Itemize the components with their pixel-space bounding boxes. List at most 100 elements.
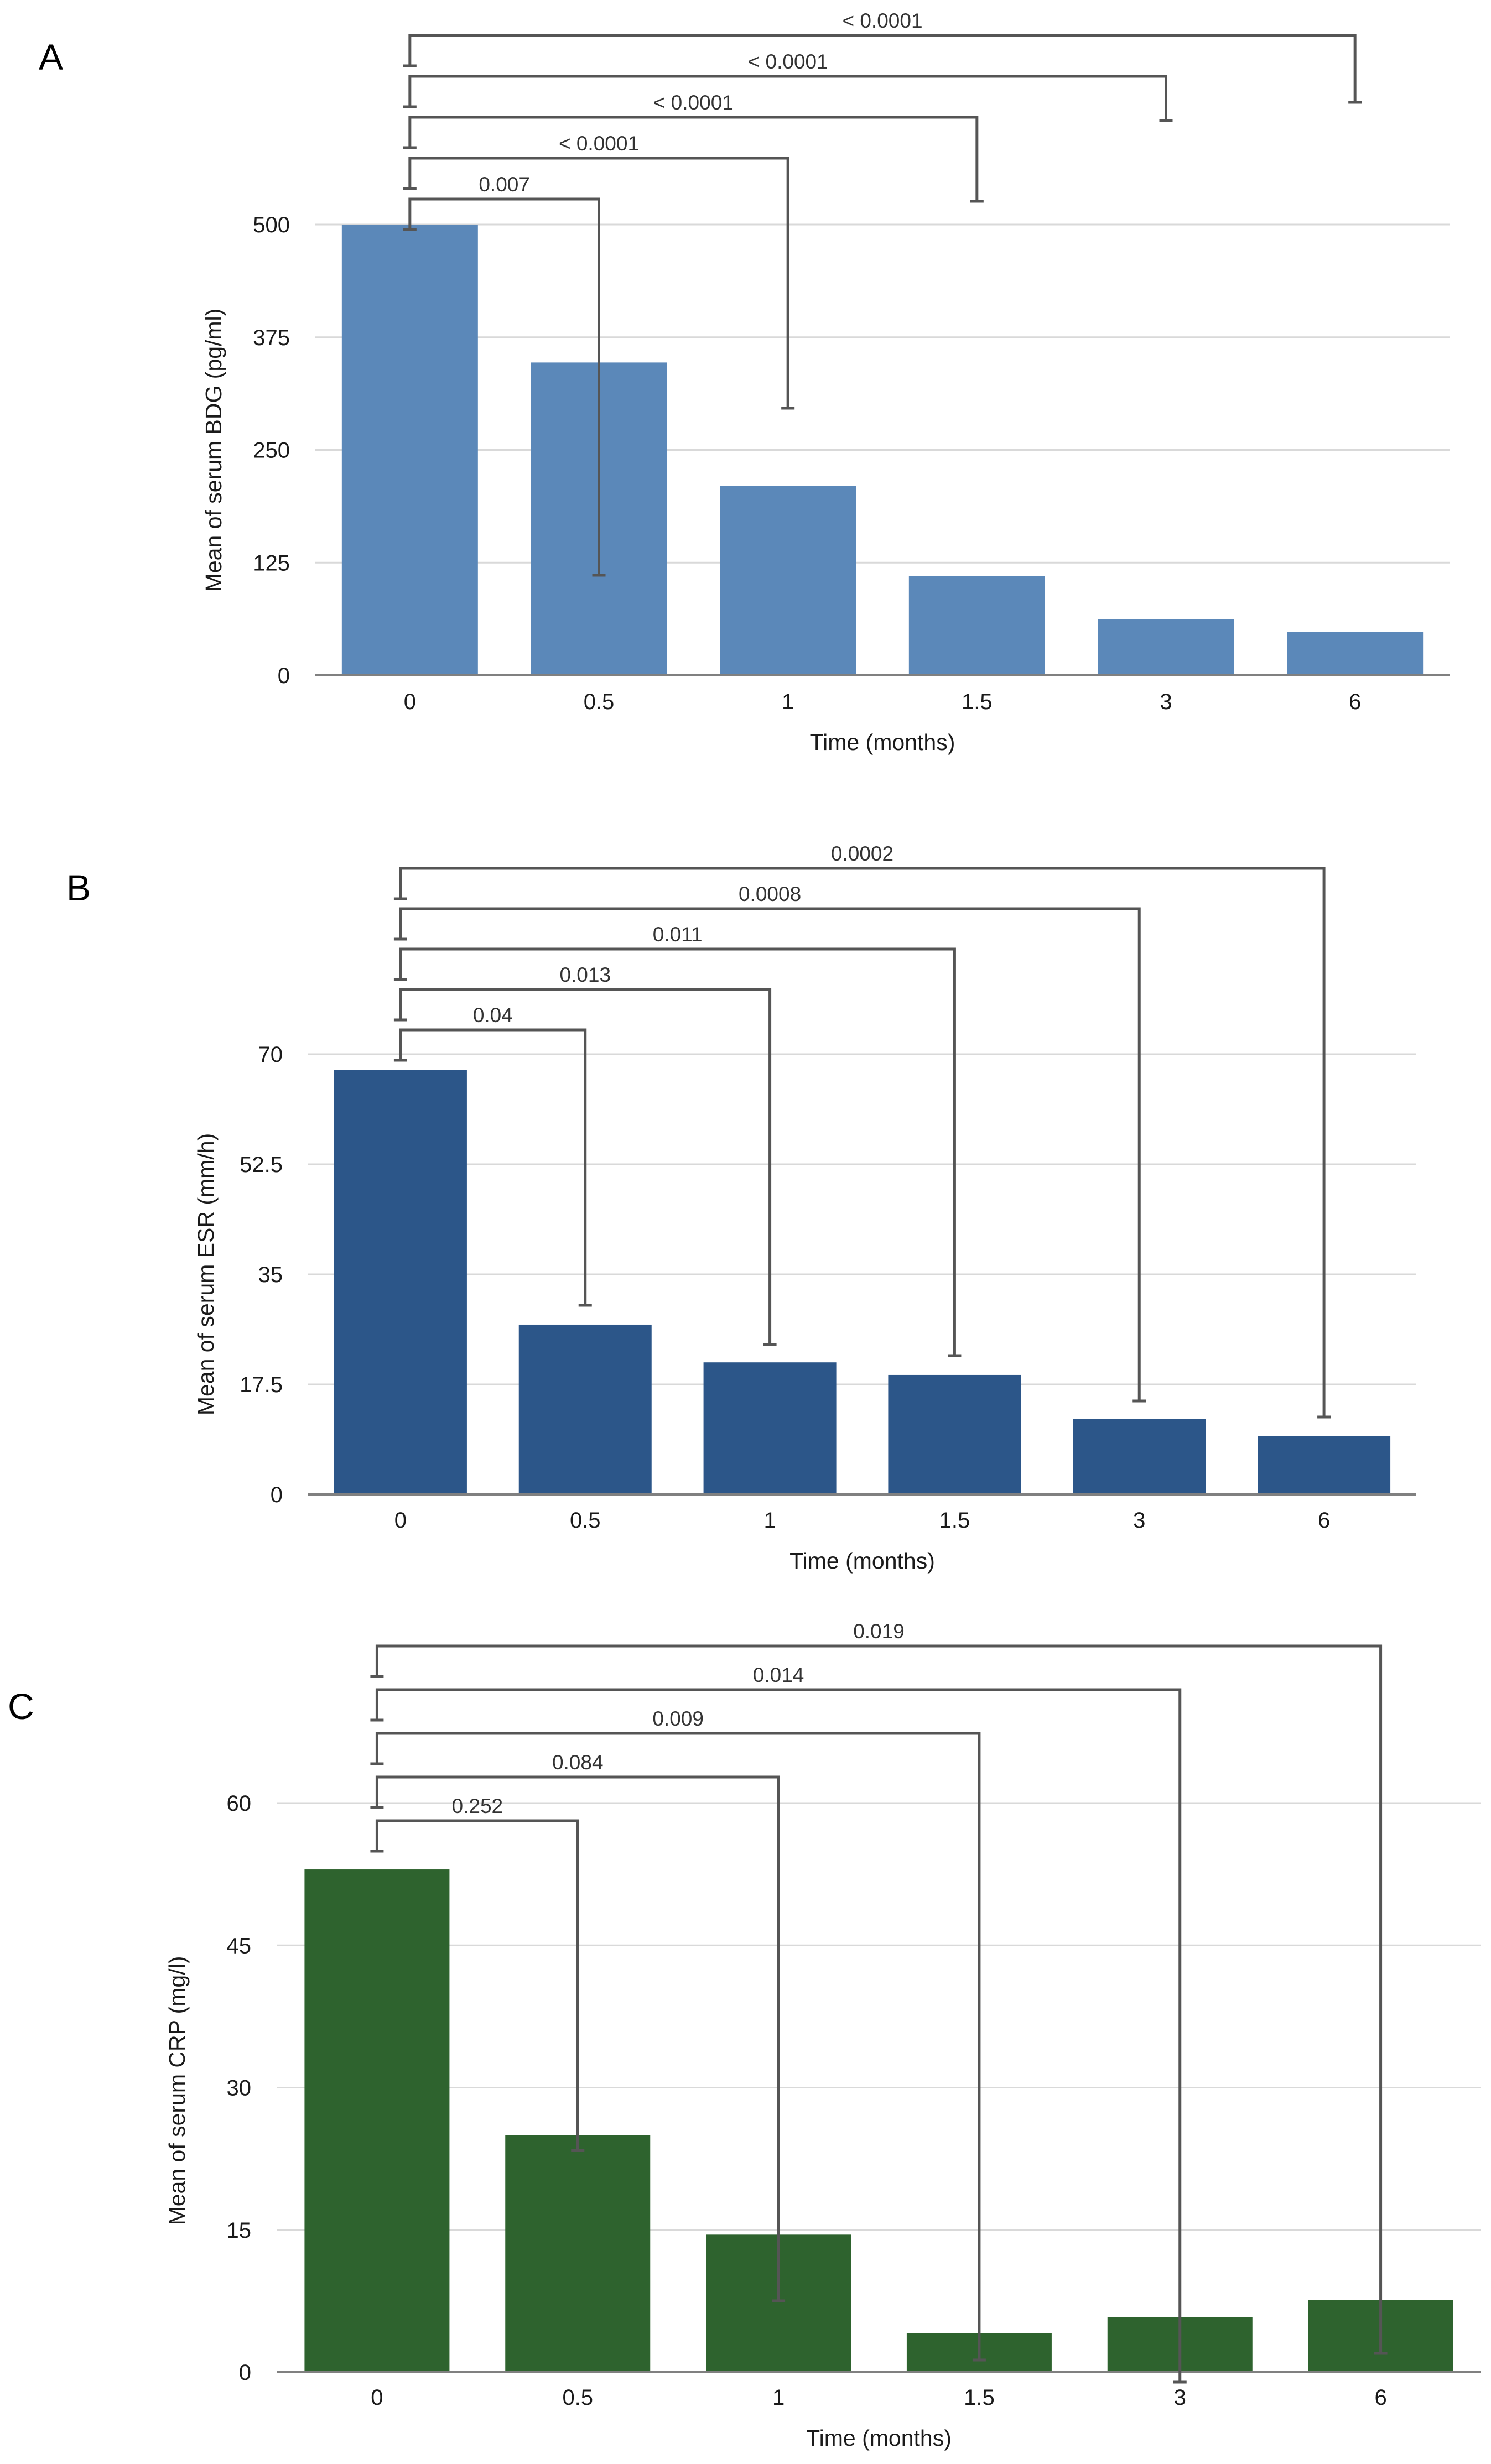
y-tick-label: 0 — [271, 1483, 283, 1507]
y-tick-label: 500 — [253, 213, 290, 237]
p-value-label: 0.084 — [552, 1751, 604, 1774]
bracket-line — [399, 1028, 587, 1305]
y-tick-label: 125 — [253, 551, 290, 575]
x-tick-label: 1.5 — [962, 690, 993, 714]
bracket-line — [375, 1732, 981, 2360]
significance-bracket-1-5: < 0.0001 — [403, 91, 984, 203]
significance-bracket-1-5: 0.009 — [370, 1707, 986, 2362]
panel-letter-c: C — [8, 1686, 34, 1727]
y-tick-label: 15 — [227, 2218, 252, 2243]
panel-letter-b: B — [66, 867, 91, 908]
chart-panel-a: A 0 125 250 375 500 0 0.5 1 1.5 3 6 Time (months) Mea… — [39, 9, 1450, 755]
bar-6 — [1287, 632, 1424, 675]
x-tick-label: 1.5 — [964, 2385, 995, 2410]
bracket-line — [375, 1775, 780, 2301]
p-value-label: < 0.0001 — [748, 50, 828, 73]
y-tick-label: 35 — [258, 1263, 283, 1287]
y-tick-label: 250 — [253, 439, 290, 463]
p-value-label: 0.007 — [479, 173, 530, 196]
x-axis-title: Time (months) — [789, 1548, 935, 1574]
p-value-label: 0.014 — [753, 1664, 804, 1686]
x-tick-label: 0.5 — [570, 1508, 601, 1533]
y-tick-label: 0 — [239, 2361, 251, 2385]
bar-1 — [703, 1362, 837, 1494]
bar-0-5 — [518, 1324, 652, 1494]
bracket-line — [399, 907, 1141, 1401]
y-tick-label: 30 — [227, 2076, 252, 2101]
y-tick-label: 375 — [253, 326, 290, 350]
x-tick-label: 6 — [1374, 2385, 1386, 2410]
panel-letter-a: A — [39, 37, 63, 77]
p-value-label: 0.0008 — [739, 883, 801, 905]
y-axis-title: Mean of serum BDG (pg/ml) — [201, 309, 226, 592]
x-axis-title: Time (months) — [810, 730, 955, 755]
bar-3 — [1073, 1419, 1206, 1494]
bar-1-5 — [888, 1374, 1021, 1494]
y-axis-title: Mean of serum ESR (mm/h) — [193, 1133, 219, 1415]
x-tick-label: 1.5 — [939, 1508, 970, 1533]
x-tick-label: 3 — [1133, 1508, 1145, 1533]
x-axis-title: Time (months) — [806, 2425, 952, 2451]
significance-bracket-0-5: 0.007 — [403, 173, 606, 577]
bracket-line — [399, 867, 1326, 1417]
p-value-label: < 0.0001 — [842, 9, 922, 32]
y-tick-label: 52.5 — [240, 1153, 283, 1177]
significance-bracket-1: 0.084 — [370, 1751, 786, 2302]
x-tick-label: 0.5 — [584, 690, 615, 714]
bracket-line — [408, 34, 1357, 102]
p-value-label: 0.0002 — [831, 842, 893, 865]
x-tick-label: 3 — [1174, 2385, 1186, 2410]
x-tick-label: 1 — [763, 1508, 776, 1533]
bar-1 — [720, 486, 856, 675]
bar-0 — [341, 225, 478, 675]
bracket-line — [399, 988, 772, 1345]
x-tick-label: 6 — [1349, 690, 1361, 714]
bracket-line — [408, 116, 979, 201]
y-tick-label: 70 — [258, 1043, 283, 1067]
significance-bracket-6: < 0.0001 — [403, 9, 1362, 104]
p-value-label: < 0.0001 — [653, 91, 734, 114]
x-tick-label: 0 — [394, 1508, 407, 1533]
bracket-line — [375, 1644, 1383, 2353]
bar-1-5 — [908, 576, 1045, 675]
significance-bracket-1: < 0.0001 — [403, 132, 795, 410]
chart-panel-b: B 0 17.5 35 52.5 70 0 0.5 1 1.5 3 6 Time (months) Mea… — [66, 842, 1416, 1574]
x-tick-label: 0 — [371, 2385, 383, 2410]
bracket-line — [399, 947, 956, 1356]
significance-bracket-3: 0.014 — [370, 1664, 1187, 2384]
bracket-line — [408, 157, 789, 408]
significance-bracket-0-5: 0.04 — [393, 1004, 592, 1307]
y-tick-label: 0 — [278, 664, 290, 688]
chart-panel-c: C 0 15 30 45 60 0 0.5 1 1.5 3 6 Time (months) Mean of… — [8, 1620, 1481, 2451]
p-value-label: 0.019 — [853, 1620, 905, 1643]
bracket-line — [408, 197, 600, 575]
p-value-label: 0.013 — [559, 963, 611, 986]
bar-6 — [1258, 1436, 1391, 1494]
y-axis-title: Mean of serum CRP (mg/l) — [164, 1956, 190, 2226]
x-tick-label: 0 — [404, 690, 416, 714]
bar-0 — [304, 1869, 450, 2372]
bracket-line — [375, 1688, 1182, 2382]
bracket-line — [408, 75, 1167, 121]
p-value-label: 0.009 — [652, 1707, 704, 1730]
p-value-label: 0.011 — [653, 923, 703, 946]
x-tick-label: 3 — [1160, 690, 1172, 714]
y-tick-label: 45 — [227, 1934, 252, 1958]
significance-bracket-1: 0.013 — [393, 963, 777, 1346]
x-tick-label: 1 — [772, 2385, 785, 2410]
significance-bracket-6: 0.0002 — [393, 842, 1331, 1419]
x-tick-label: 1 — [782, 690, 794, 714]
significance-bracket-0-5: 0.252 — [370, 1795, 585, 2152]
significance-bracket-6: 0.019 — [370, 1620, 1388, 2355]
p-value-label: 0.252 — [452, 1795, 503, 1817]
y-tick-label: 60 — [227, 1791, 252, 1816]
significance-bracket-1-5: 0.011 — [393, 923, 962, 1357]
x-tick-label: 0.5 — [562, 2385, 593, 2410]
bar-0-5 — [505, 2135, 651, 2372]
x-tick-label: 6 — [1318, 1508, 1330, 1533]
p-value-label: 0.04 — [473, 1004, 513, 1027]
significance-bracket-3: 0.0008 — [393, 883, 1146, 1403]
p-value-label: < 0.0001 — [559, 132, 639, 155]
bar-0 — [334, 1070, 467, 1494]
